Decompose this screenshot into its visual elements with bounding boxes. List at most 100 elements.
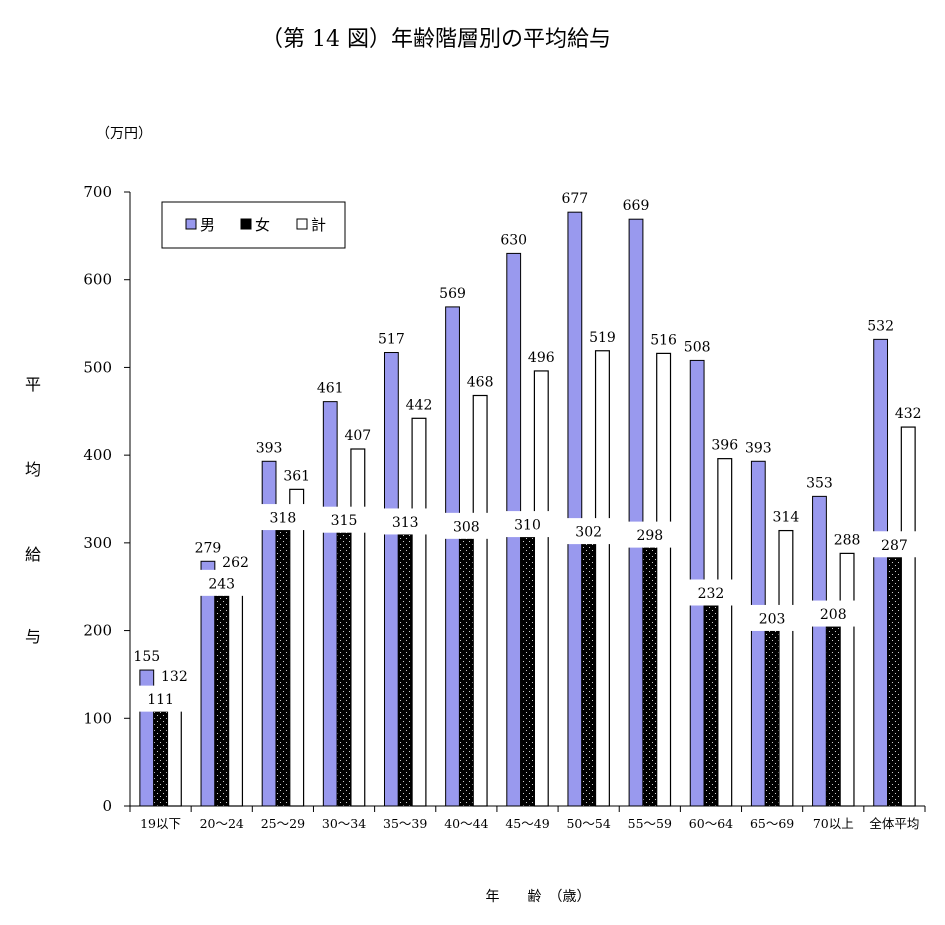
value-label-male: 279 <box>195 540 222 556</box>
value-label-total: 519 <box>589 330 616 346</box>
value-label-total: 132 <box>161 669 188 685</box>
bar-female <box>764 627 780 807</box>
y-tick-label: 700 <box>83 183 112 201</box>
value-label-female: 203 <box>759 611 786 627</box>
bar-male <box>873 338 889 807</box>
value-label-total: 432 <box>895 406 922 422</box>
value-label-male: 569 <box>439 286 466 302</box>
y-tick-label: 100 <box>83 709 112 727</box>
category-labels: 19以下 20～24 25～29 30～34 35～39 40～44 45～49 50～54 5… <box>140 816 919 831</box>
bar-total <box>656 352 672 807</box>
bar-female <box>520 533 535 807</box>
axes: 0 100 200 300 400 500 600 700 <box>83 183 926 815</box>
value-label-male: 677 <box>561 191 588 207</box>
value-label-female: 302 <box>575 525 602 541</box>
value-labels: 1551321112792622433933613184614073155174… <box>133 191 922 712</box>
value-label-female-box <box>566 518 611 545</box>
value-label-female-box <box>322 506 367 533</box>
y-tick-label: 0 <box>102 797 112 815</box>
value-label-total: 407 <box>344 428 371 444</box>
value-label-male: 461 <box>317 381 344 397</box>
bar-total <box>594 350 610 807</box>
x-axis-label: 年 齢 （歳） <box>486 889 591 905</box>
bar-total <box>228 575 244 807</box>
value-label-male: 155 <box>133 649 160 665</box>
value-label-male: 532 <box>867 318 894 334</box>
y-axis-label-char: 均 <box>25 460 41 479</box>
category-label: 65～69 <box>750 816 794 831</box>
value-label-female-box <box>750 604 795 631</box>
legend-swatch <box>296 218 308 230</box>
value-label-female: 308 <box>453 519 480 535</box>
legend-swatch <box>185 218 197 230</box>
bar-male <box>750 460 766 807</box>
value-label-male: 393 <box>745 440 772 456</box>
category-label: 55～59 <box>628 816 672 831</box>
y-axis-label: 平均給与 <box>25 375 41 646</box>
value-label-female-box <box>199 569 244 596</box>
value-label-total: 288 <box>834 532 861 548</box>
bar-total <box>533 370 549 807</box>
value-label-female: 310 <box>514 518 541 534</box>
y-axis-label-char: 平 <box>25 375 41 394</box>
value-label-male: 517 <box>378 332 405 348</box>
value-label-female: 287 <box>881 538 908 554</box>
bar-total <box>900 426 916 807</box>
category-label: 30～34 <box>322 816 366 831</box>
legend-label: 男 <box>200 216 215 234</box>
bar-male <box>200 560 216 807</box>
value-label-female: 315 <box>331 513 358 529</box>
category-label: 全体平均 <box>869 816 919 831</box>
value-label-female-box <box>260 504 305 531</box>
legend: 男女計 <box>161 201 346 249</box>
unit-label: （万円） <box>96 126 152 142</box>
value-label-female: 232 <box>698 586 725 602</box>
category-label: 40～44 <box>444 816 488 831</box>
bar-total <box>717 458 733 807</box>
value-label-female: 111 <box>147 692 174 708</box>
bar-female <box>153 708 168 807</box>
value-label-male: 669 <box>623 198 650 214</box>
value-label-male: 630 <box>500 232 527 248</box>
value-label-female-box <box>811 600 856 627</box>
value-label-female: 318 <box>270 511 297 527</box>
value-label-total: 442 <box>406 397 433 413</box>
y-axis-label-char: 給 <box>25 545 41 564</box>
value-label-female-box <box>138 685 183 712</box>
value-label-female: 208 <box>820 607 847 623</box>
legend-swatch <box>240 218 252 230</box>
value-label-total: 468 <box>467 374 494 390</box>
bar-female <box>214 592 230 807</box>
value-label-female-box <box>872 531 917 558</box>
category-label: 70以上 <box>813 816 854 831</box>
category-label: 25～29 <box>261 816 305 831</box>
legend-label: 女 <box>255 216 270 234</box>
bar-male <box>567 211 583 807</box>
bar-female <box>397 530 413 807</box>
value-label-total: 516 <box>650 332 677 348</box>
bar-male <box>812 495 827 807</box>
bar-total <box>411 417 427 807</box>
value-label-female-box <box>688 579 733 606</box>
value-label-female: 243 <box>208 576 235 592</box>
bar-female <box>642 544 658 807</box>
value-label-female-box <box>444 512 489 539</box>
category-label: 50～54 <box>566 816 610 831</box>
bar-total <box>472 394 488 807</box>
category-label: 19以下 <box>140 816 181 831</box>
bar-male <box>445 306 460 807</box>
y-tick-label: 600 <box>83 271 112 289</box>
bar-male <box>383 352 399 807</box>
bar-female <box>336 529 352 807</box>
category-label: 20～24 <box>200 816 244 831</box>
value-label-male: 393 <box>256 440 283 456</box>
y-tick-label: 300 <box>83 534 112 552</box>
bar-female <box>581 540 597 807</box>
y-tick-label: 200 <box>83 622 112 640</box>
value-label-male: 353 <box>806 475 833 491</box>
legend-label: 計 <box>311 216 326 234</box>
category-label: 35～39 <box>383 816 427 831</box>
value-label-female-box <box>627 521 672 548</box>
value-label-female-box <box>505 511 550 538</box>
bar-total <box>778 529 794 807</box>
